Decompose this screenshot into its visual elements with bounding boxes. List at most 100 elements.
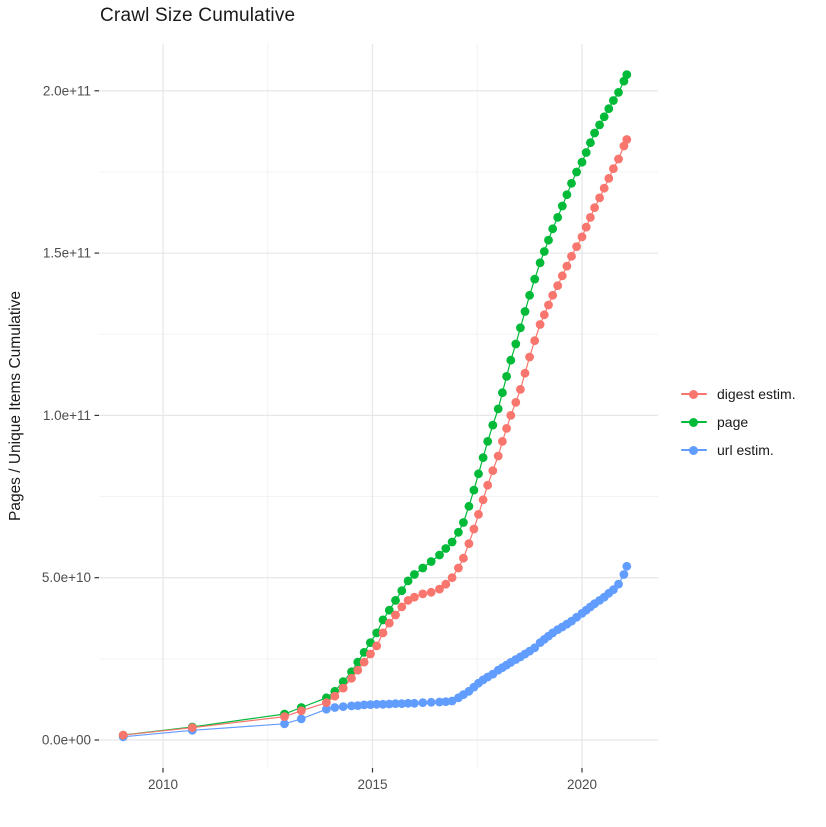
data-point xyxy=(338,683,348,693)
series-url-estim- xyxy=(118,561,632,742)
data-point xyxy=(397,699,407,708)
data-point xyxy=(614,579,623,589)
data-point xyxy=(418,589,428,599)
data-point xyxy=(397,602,407,612)
data-point xyxy=(586,138,595,148)
data-point xyxy=(506,355,516,365)
data-point xyxy=(474,510,483,519)
minor-gridlines xyxy=(99,44,658,768)
data-point xyxy=(599,112,609,122)
data-point xyxy=(418,563,428,573)
data-point xyxy=(553,281,563,290)
data-point xyxy=(353,657,363,667)
data-point xyxy=(488,420,498,430)
data-point xyxy=(619,570,629,579)
legend-label: digest estim. xyxy=(717,386,796,402)
data-point xyxy=(322,698,331,708)
data-point xyxy=(426,697,436,707)
plot-panel: 2010 2015 2020 0.0e+00 5.0e+10 1.0e+11 1.5e+11… xyxy=(42,44,658,792)
data-point xyxy=(567,178,576,188)
data-point xyxy=(441,579,451,589)
data-point xyxy=(516,385,525,394)
data-point xyxy=(553,213,563,222)
legend: digest estim. page url estim. xyxy=(681,380,796,464)
data-point xyxy=(330,703,340,712)
data-point xyxy=(548,290,558,300)
data-point xyxy=(435,550,444,560)
data-point xyxy=(581,222,591,232)
data-point xyxy=(347,673,356,683)
data-point xyxy=(562,190,572,200)
axis-tick-labels: 2010 2015 2020 0.0e+00 5.0e+10 1.0e+11 1.5e+11… xyxy=(42,83,597,792)
data-point xyxy=(447,573,457,583)
data-point xyxy=(530,274,540,284)
data-point xyxy=(410,570,419,579)
data-point xyxy=(372,699,382,709)
series-digest-estim- xyxy=(118,135,632,740)
data-point xyxy=(488,466,498,475)
data-point xyxy=(330,691,340,701)
data-point xyxy=(435,584,444,594)
data-point xyxy=(464,501,474,511)
data-point xyxy=(525,352,534,362)
axis-tick-marks xyxy=(94,90,583,773)
data-point xyxy=(366,700,375,709)
data-point xyxy=(498,388,507,398)
data-point xyxy=(493,451,503,461)
data-point xyxy=(539,310,549,320)
x-tick-label: 2020 xyxy=(567,777,597,792)
data-point xyxy=(581,148,591,157)
data-point xyxy=(511,398,521,407)
data-point xyxy=(609,96,618,105)
data-point xyxy=(469,524,479,534)
data-point xyxy=(520,368,530,378)
data-point xyxy=(384,618,394,628)
data-point xyxy=(557,271,567,281)
data-point xyxy=(403,576,413,586)
data-point xyxy=(359,657,369,667)
data-point xyxy=(595,120,604,130)
data-point xyxy=(562,261,572,271)
data-point xyxy=(595,193,604,203)
data-point xyxy=(483,480,493,490)
data-point xyxy=(459,518,468,527)
legend-key-point-line-icon xyxy=(681,442,707,458)
data-point xyxy=(296,706,306,716)
data-point xyxy=(359,700,369,710)
data-point xyxy=(322,704,331,714)
data-point xyxy=(599,183,609,193)
legend-key-point-line-icon xyxy=(681,386,707,402)
data-point xyxy=(530,336,540,346)
data-point xyxy=(586,213,595,222)
data-point xyxy=(535,320,545,329)
data-point xyxy=(426,587,436,597)
data-point xyxy=(520,307,530,316)
data-point xyxy=(493,404,503,414)
y-tick-label: 5.0e+10 xyxy=(42,570,91,585)
data-point xyxy=(187,723,197,733)
data-point xyxy=(544,300,553,310)
data-point xyxy=(435,697,444,707)
data-point xyxy=(604,104,614,114)
data-point xyxy=(280,719,289,729)
data-point xyxy=(622,135,632,144)
data-point xyxy=(454,563,463,573)
data-point xyxy=(410,698,419,708)
data-point xyxy=(511,339,521,349)
data-point xyxy=(535,258,545,268)
data-point xyxy=(614,154,623,164)
data-point xyxy=(391,610,400,620)
data-point xyxy=(459,553,468,563)
data-point xyxy=(478,495,488,505)
y-tick-label: 1.0e+11 xyxy=(43,408,91,423)
data-point xyxy=(622,70,632,79)
legend-item-page: page xyxy=(681,408,796,436)
data-point xyxy=(296,714,306,724)
data-point xyxy=(391,699,400,708)
data-point xyxy=(544,235,553,245)
data-point xyxy=(590,203,599,213)
data-point xyxy=(447,537,457,547)
legend-item-digest-estim: digest estim. xyxy=(681,380,796,408)
